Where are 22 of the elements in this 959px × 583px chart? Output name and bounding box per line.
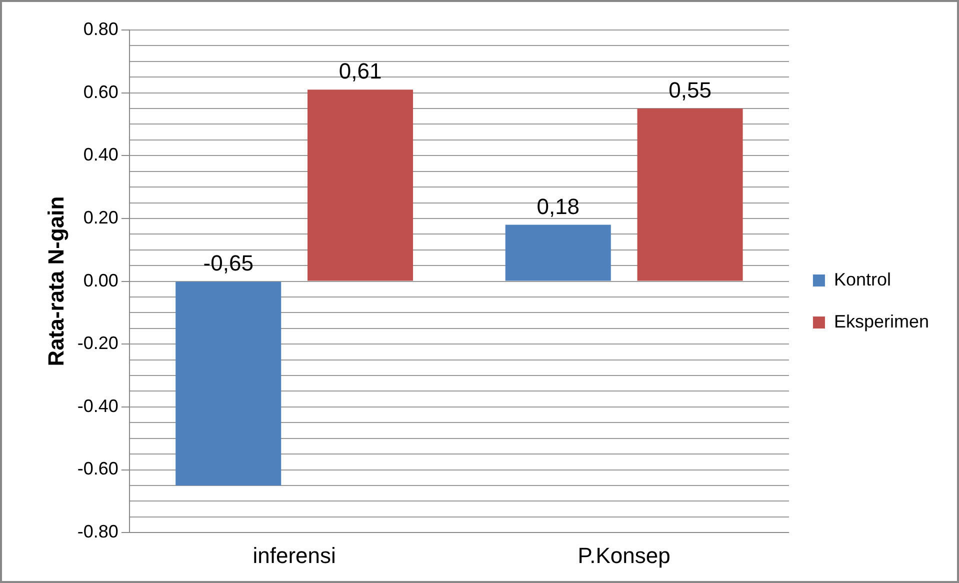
y-tick-label: 0.00 xyxy=(83,270,118,290)
x-tick-label: inferensi xyxy=(252,542,336,568)
y-tick-label: 0.80 xyxy=(83,18,118,39)
y-tick-label: 0.40 xyxy=(83,144,118,165)
y-axis-title: Rata-rata N-gain xyxy=(43,196,68,366)
data-label: 0,55 xyxy=(668,78,712,103)
y-tick-label: -0.20 xyxy=(77,333,118,354)
data-label: -0,65 xyxy=(203,250,254,276)
bar xyxy=(308,90,414,281)
data-label: 0,61 xyxy=(338,58,382,84)
legend-label: Eksperimen xyxy=(834,311,930,332)
data-label: 0,18 xyxy=(536,194,580,219)
bar xyxy=(176,282,282,486)
bar xyxy=(505,224,611,281)
y-tick-label: -0.40 xyxy=(77,396,118,416)
y-tick-label: -0.80 xyxy=(77,522,118,542)
legend-label: Kontrol xyxy=(834,269,892,290)
y-tick-label: -0.60 xyxy=(77,458,118,479)
y-tick-label: 0.60 xyxy=(83,82,118,102)
x-tick-label: P.Konsep xyxy=(578,542,670,568)
y-tick-label: 0.20 xyxy=(83,207,118,228)
bar xyxy=(637,108,743,281)
